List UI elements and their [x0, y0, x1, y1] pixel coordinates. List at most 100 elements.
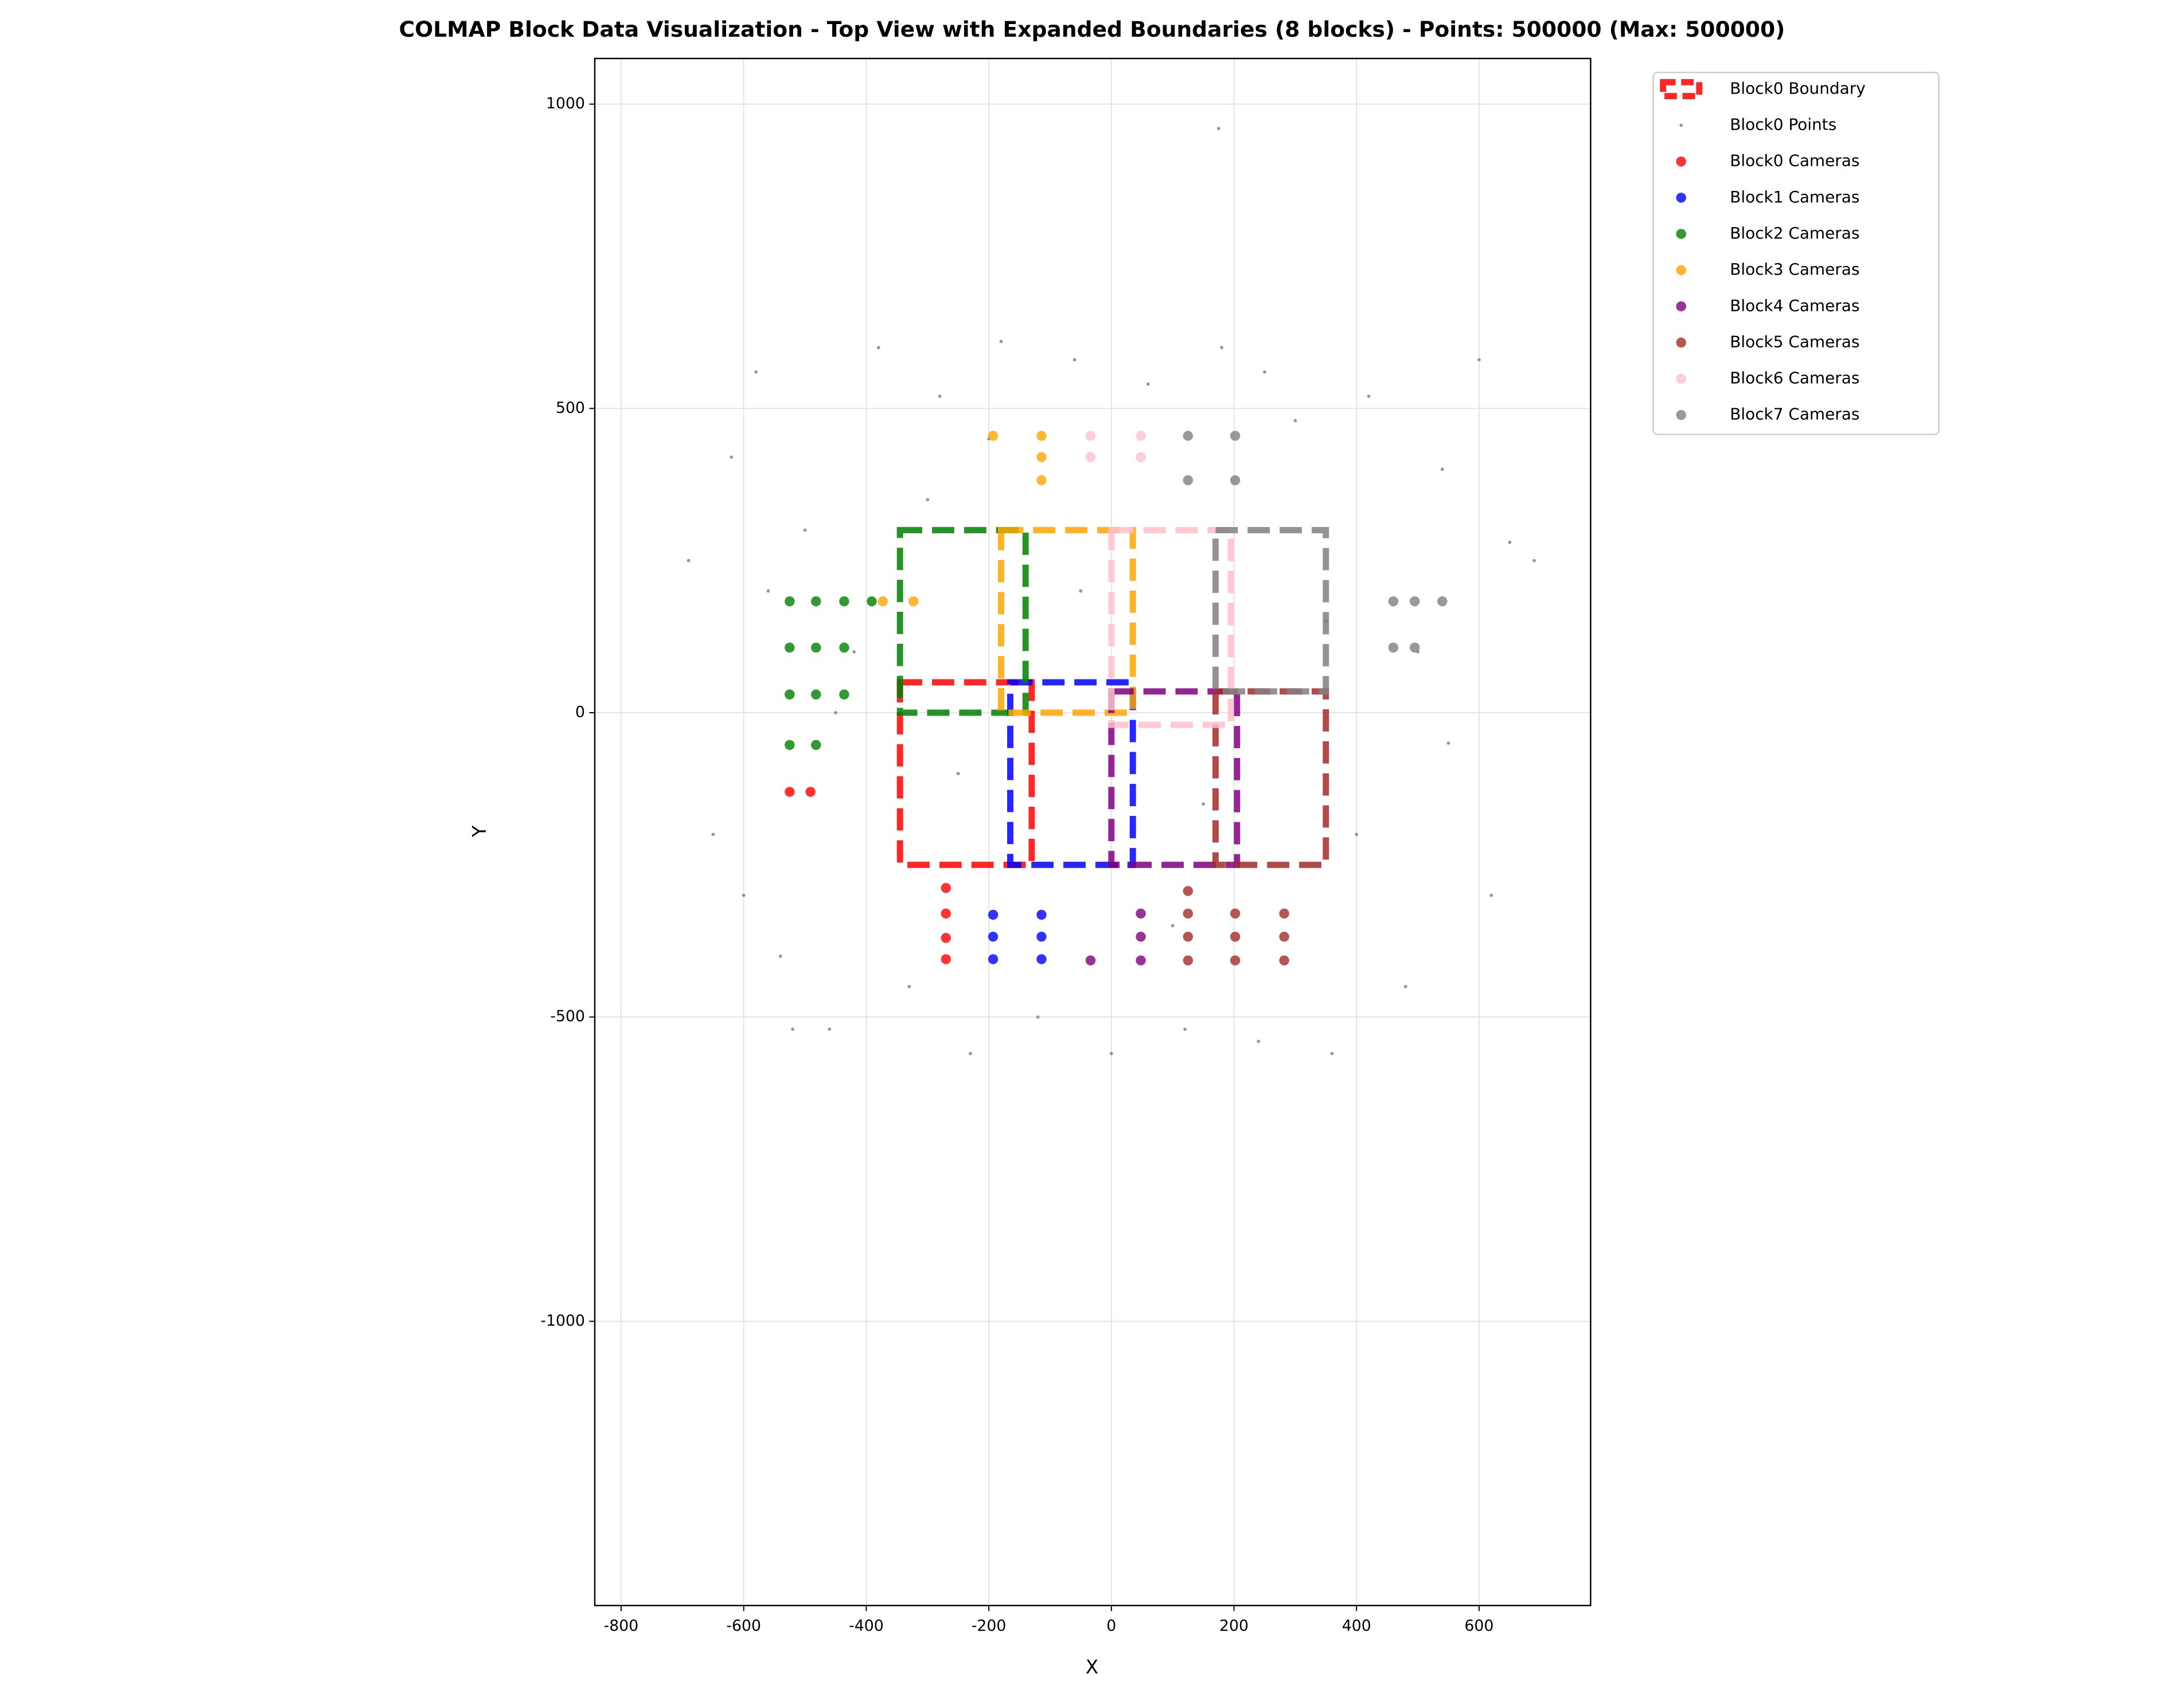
scatter-point — [1279, 908, 1289, 919]
legend-label: Block5 Cameras — [1730, 332, 1859, 351]
scatter-point — [988, 431, 999, 441]
scatter-point — [1183, 908, 1194, 919]
scatter-point — [1036, 431, 1047, 441]
legend-label: Block7 Cameras — [1730, 405, 1859, 424]
legend-marker — [1676, 229, 1686, 239]
scatter-point — [1109, 1052, 1113, 1056]
scatter-point — [839, 596, 849, 607]
ticks: -800 -600 -400 -200 0 200 400 600 1000 500 0 -500 -1… — [540, 95, 1493, 1635]
scatter-point — [1036, 475, 1047, 486]
scatter-point — [941, 954, 951, 964]
x-tick-label: 400 — [1342, 1617, 1371, 1635]
scatter-point — [1508, 540, 1512, 544]
block-boundary — [1007, 679, 1136, 868]
chart-title: COLMAP Block Data Visualization - Top Vi… — [399, 17, 1785, 42]
scatter-point — [834, 711, 837, 714]
scatter-point — [1036, 931, 1047, 942]
scatter-point — [1367, 394, 1371, 398]
scatter-point — [1409, 642, 1420, 653]
scatter-point — [1409, 596, 1420, 607]
scatter-point — [811, 740, 821, 750]
x-axis-label: X — [1086, 1656, 1098, 1678]
scatter-point — [1183, 431, 1194, 441]
scatter-point — [1388, 596, 1399, 607]
scatter-point — [1036, 909, 1047, 920]
legend-label: Block0 Cameras — [1730, 151, 1859, 170]
legend-swatch — [1660, 79, 1703, 100]
scatter-point — [839, 689, 849, 700]
legend-marker — [1676, 337, 1686, 348]
scatter-point — [876, 346, 880, 350]
legend-box — [1652, 72, 1940, 435]
legend-label: Block0 Points — [1730, 115, 1836, 134]
scatter-point — [730, 455, 734, 459]
scatter-point — [805, 787, 816, 797]
scatter-point — [1293, 419, 1297, 423]
legend-label: Block0 Boundary — [1730, 79, 1866, 97]
scatter-point — [811, 642, 821, 653]
y-tick-label: 1000 — [546, 95, 585, 112]
scatter-point — [988, 954, 999, 964]
scatter-point — [1136, 931, 1146, 942]
scatter-point — [1263, 370, 1266, 374]
scatter-point — [1183, 931, 1194, 942]
scatter-point — [687, 558, 691, 563]
x-tick-label: -400 — [849, 1617, 884, 1635]
legend-marker — [1676, 265, 1686, 275]
scatter-point — [956, 772, 960, 776]
scatter-point — [1171, 924, 1175, 928]
scatter-point — [941, 932, 951, 943]
scatter-point — [1489, 893, 1493, 897]
scatter-point — [1079, 589, 1083, 593]
scatter-point — [1220, 346, 1224, 350]
scatter-point — [1085, 431, 1096, 441]
scatter-point — [791, 1027, 795, 1031]
scatter-point — [938, 394, 942, 398]
scatter-point — [1532, 558, 1536, 563]
block-boundary — [1212, 527, 1329, 695]
scatter-point — [852, 650, 856, 654]
scatter-point — [828, 1027, 832, 1031]
y-tick-label: -500 — [550, 1007, 585, 1025]
legend-marker — [1679, 123, 1683, 127]
legend-marker — [1676, 301, 1686, 312]
scatter-point — [785, 740, 795, 750]
y-tick-label: -1000 — [540, 1312, 585, 1330]
plot-area — [687, 127, 1536, 1056]
scatter-point — [1085, 955, 1096, 966]
y-axis-label: Y — [469, 825, 490, 838]
scatter-point — [754, 370, 758, 374]
scatter-point — [811, 689, 821, 700]
legend-marker — [1676, 409, 1686, 420]
block-boundary — [1212, 688, 1329, 868]
legend-label: Block2 Cameras — [1730, 224, 1859, 243]
y-tick-label: 500 — [556, 399, 585, 417]
block-boundary — [1108, 527, 1234, 728]
scatter-point — [988, 909, 999, 920]
scatter-point — [1183, 475, 1194, 486]
scatter-point — [1279, 931, 1289, 942]
block-boundary — [896, 679, 1035, 868]
scatter-point — [1136, 908, 1146, 919]
legend-label: Block3 Cameras — [1730, 260, 1859, 279]
scatter-point — [1136, 955, 1146, 966]
scatter-point — [778, 954, 782, 958]
legend-label: Block4 Cameras — [1730, 296, 1859, 315]
scatter-point — [1257, 1040, 1261, 1044]
axes-frame — [594, 57, 1592, 1607]
scatter-point — [907, 985, 911, 989]
scatter-point — [999, 339, 1003, 343]
scatter-point — [811, 596, 821, 607]
scatter-point — [1136, 431, 1146, 441]
x-tick-label: 0 — [1106, 1617, 1116, 1635]
scatter-point — [1279, 955, 1289, 966]
scatter-point — [766, 589, 770, 593]
scatter-point — [908, 596, 919, 607]
legend-marker — [1676, 373, 1686, 384]
scatter-point — [1446, 741, 1450, 745]
scatter-point — [785, 642, 795, 653]
scatter-point — [803, 528, 807, 532]
scatter-point — [1072, 358, 1077, 362]
scatter-point — [1202, 802, 1205, 806]
block-boundary — [1108, 688, 1241, 868]
